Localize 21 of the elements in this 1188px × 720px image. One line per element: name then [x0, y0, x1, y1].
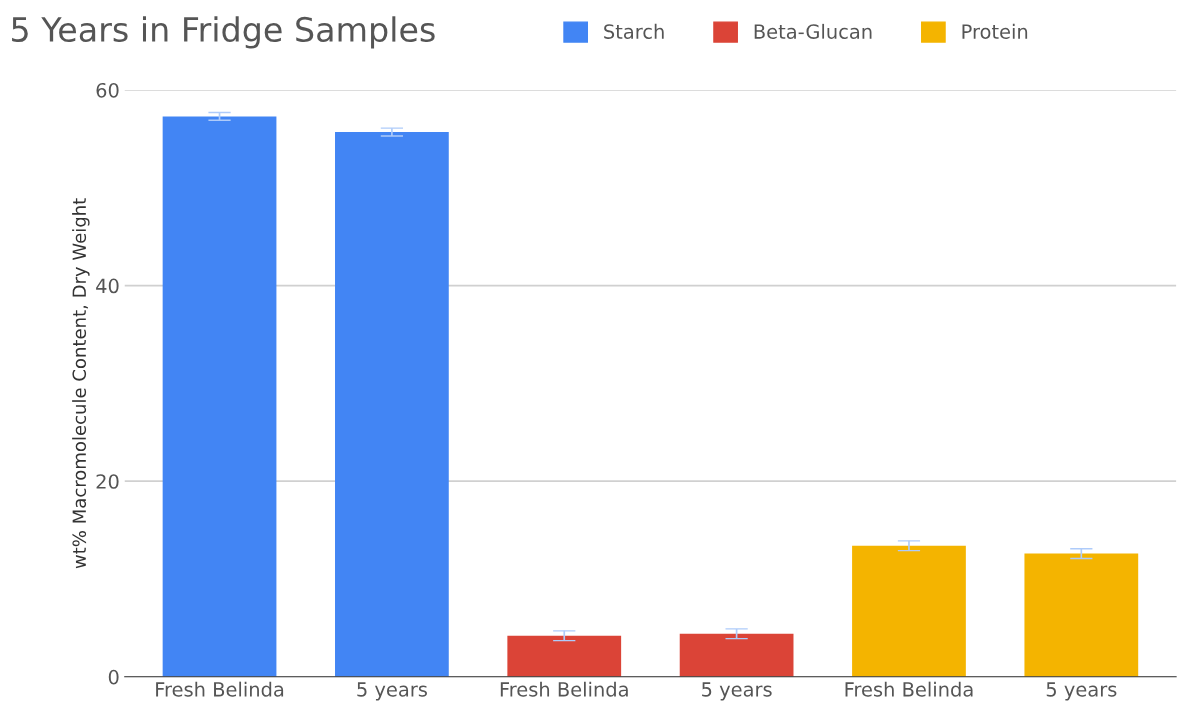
- y-axis-title: wt% Macromolecule Content, Dry Weight: [72, 198, 90, 569]
- bar: [852, 545, 966, 677]
- x-tick-label: 5 years: [702, 682, 772, 701]
- bar: [1024, 553, 1139, 677]
- bar: [679, 633, 794, 677]
- bar: [507, 635, 622, 677]
- bar: [335, 132, 449, 677]
- y-tick-label: 20: [96, 474, 119, 489]
- legend-label: Starch: [604, 23, 664, 39]
- bar: [162, 116, 277, 677]
- x-tick-label: Fresh Belinda: [845, 681, 973, 697]
- x-tick-label: Fresh Belinda: [156, 681, 284, 697]
- y-tick-label: 0: [108, 669, 119, 685]
- legend-label: Beta-Glucan: [754, 23, 872, 39]
- legend-label: Protein: [962, 23, 1028, 39]
- y-tick-label: 60: [96, 82, 119, 98]
- x-tick-label: 5 years: [357, 682, 427, 701]
- chart-title: 5 Years in Fridge Samples: [12, 16, 435, 49]
- y-tick-label: 40: [96, 278, 119, 294]
- x-tick-label: Fresh Belinda: [500, 681, 628, 697]
- x-tick-label: 5 years: [1046, 682, 1117, 701]
